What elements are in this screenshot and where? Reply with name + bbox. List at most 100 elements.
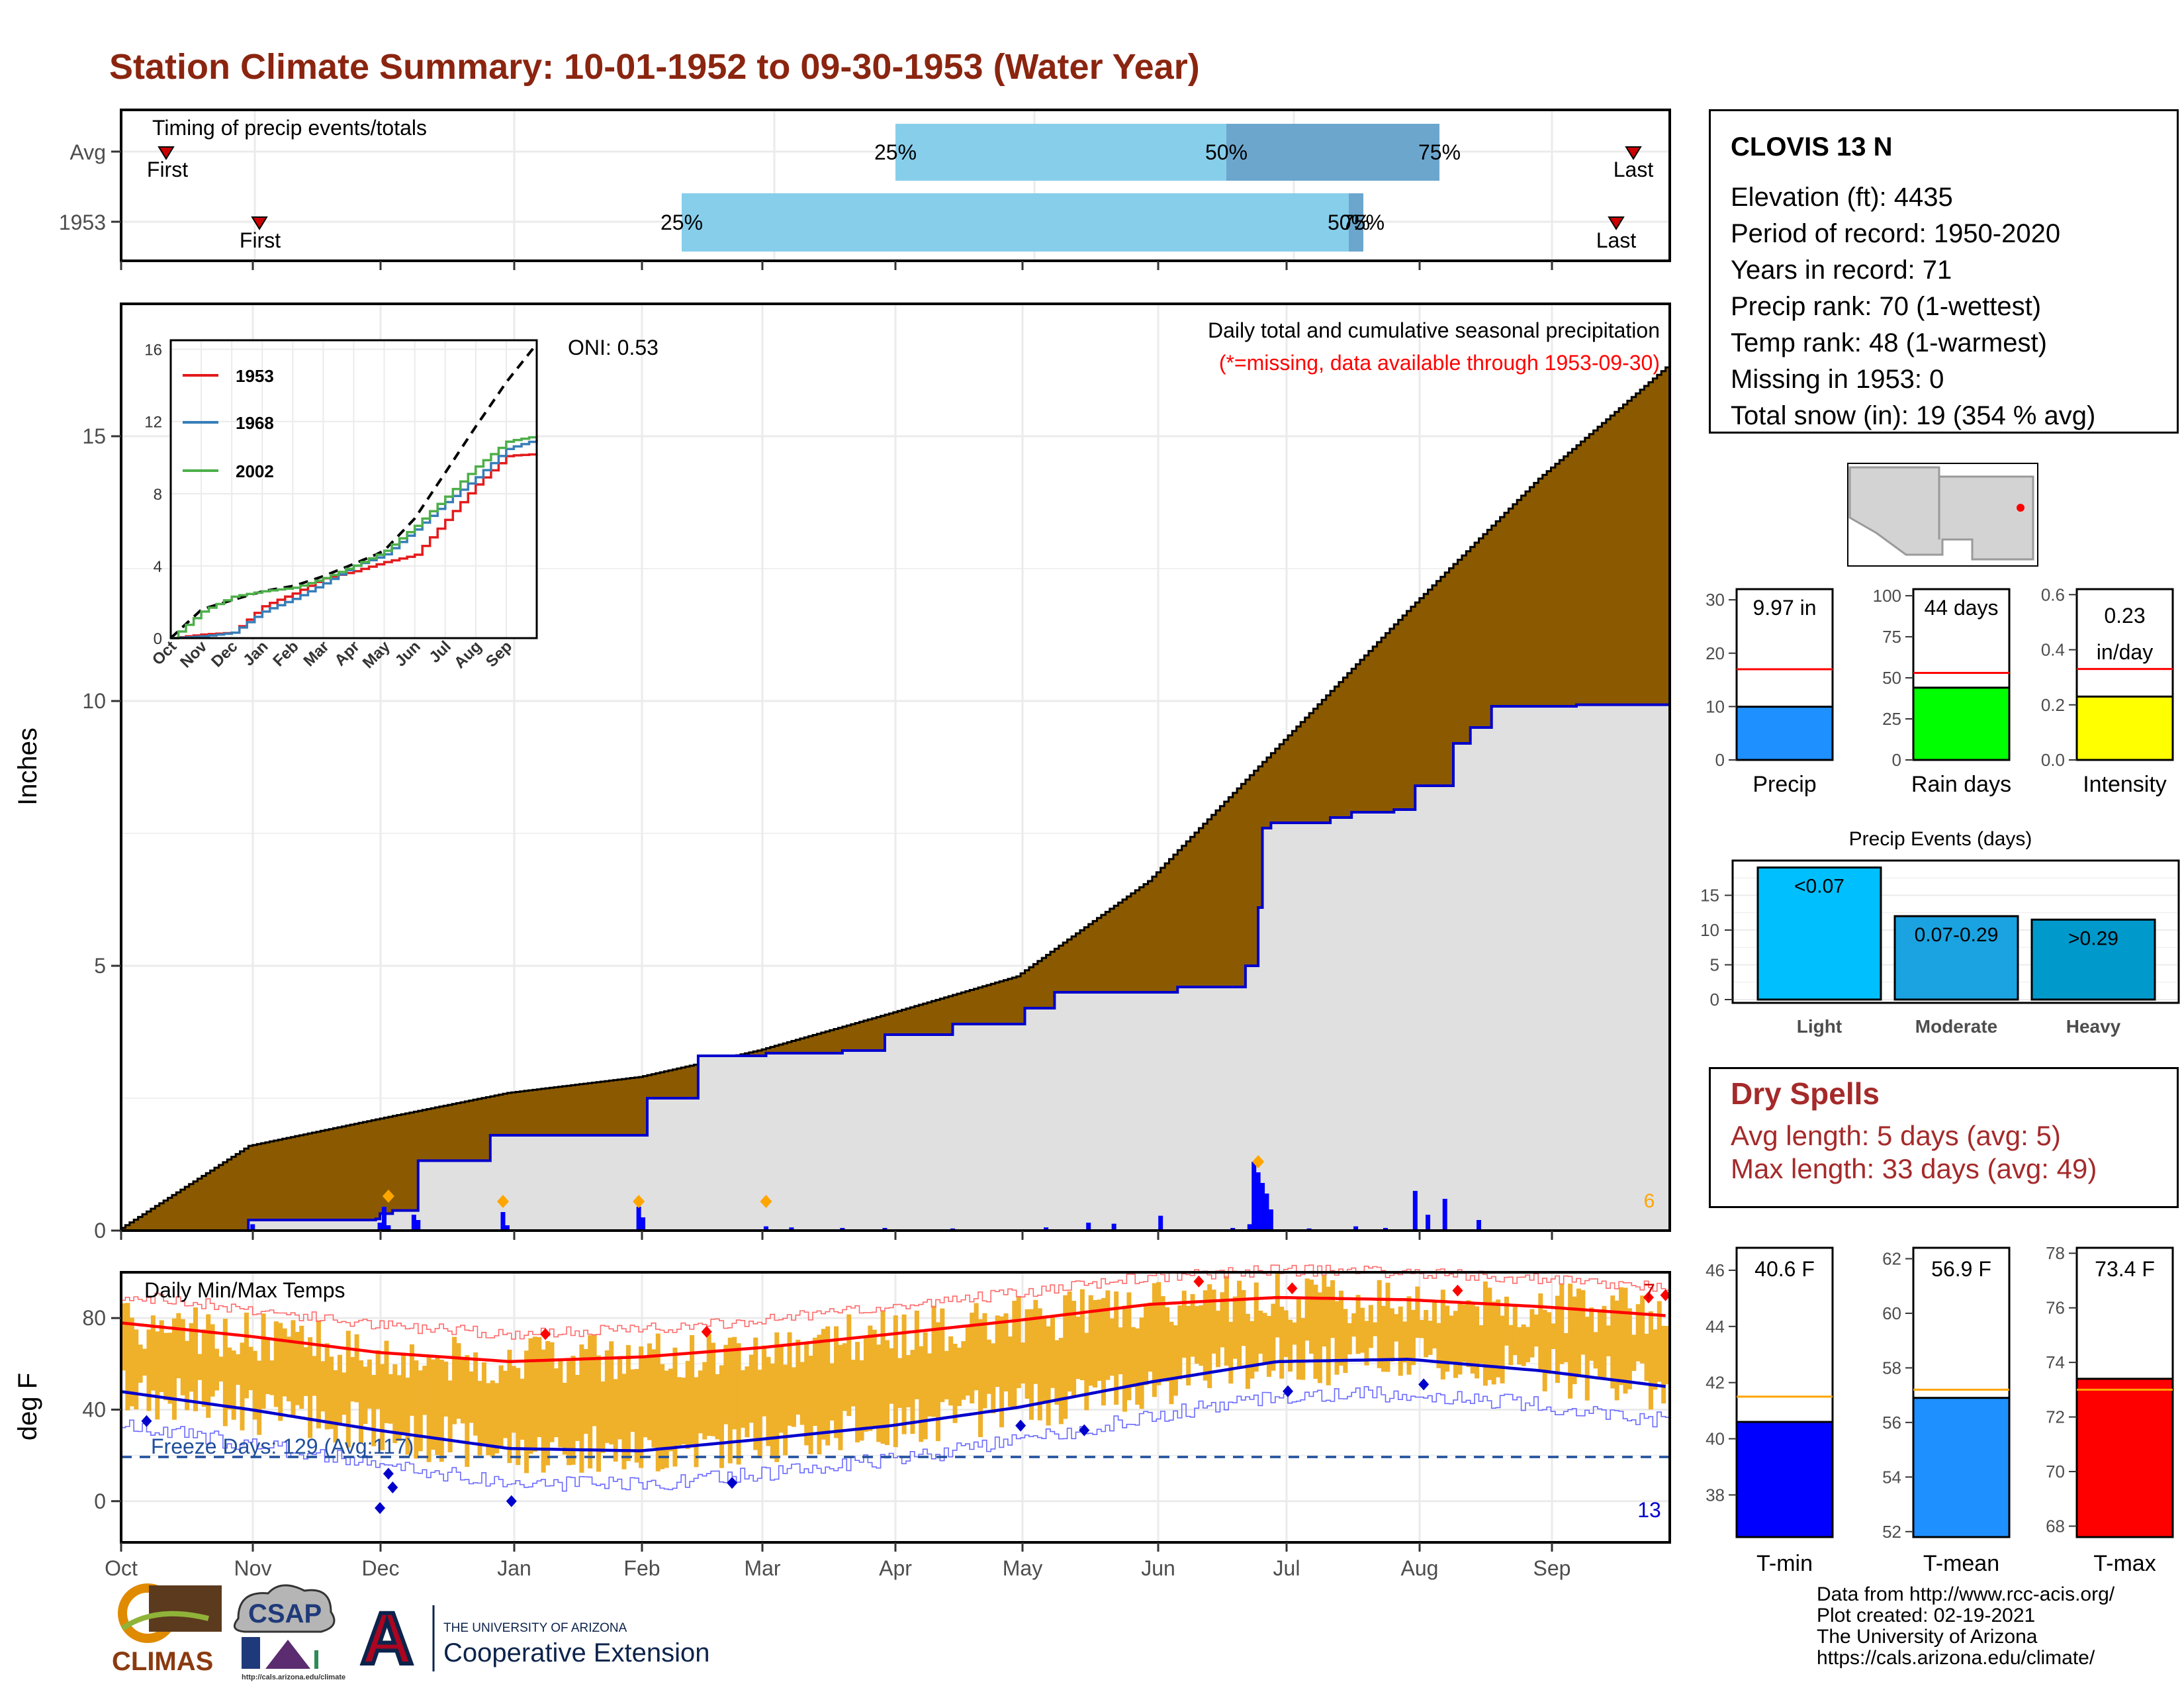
temp-bar-226 [1079,1289,1085,1381]
temp-bar-355 [1627,1308,1632,1389]
avg-last-label: Last [1614,158,1654,181]
temp-bar-342 [1572,1296,1577,1384]
daily-precip-bar-31 [1442,1199,1447,1231]
temp-bar-312 [1445,1305,1450,1372]
temp-bar-6 [146,1329,152,1411]
temps-x-tick-label-8: Jun [1141,1556,1175,1580]
temp-bar-41 [295,1332,300,1405]
daily-precip-bar-11 [789,1227,794,1231]
temp-bar-33 [261,1313,266,1409]
temp-bar-145 [736,1343,741,1465]
temp-bar-289 [1347,1323,1352,1355]
temp-bar-36 [273,1321,279,1407]
temp-bar-163 [812,1337,817,1426]
temp-bar-241 [1144,1306,1149,1385]
temp-summary-tick-label-1-2: 56 [1882,1413,1901,1432]
summary-tick-label-1-0: 0 [1892,750,1901,770]
temp-bar-19 [201,1329,206,1407]
precip-y-tick-label-2: 10 [82,689,106,713]
temps-x-tick-label-2: Dec [362,1556,400,1580]
temp-bar-243 [1152,1283,1157,1397]
avg-max-line [120,1295,1666,1363]
temp-bar-295 [1373,1322,1378,1336]
temp-bar-49 [329,1356,334,1429]
temp-bar-357 [1635,1304,1641,1362]
temp-bar-212 [1021,1342,1026,1383]
dry-spells-box: Dry Spells Avg length: 5 days (avg: 5) M… [1709,1067,2179,1208]
temp-bar-79 [456,1343,461,1419]
temp-bar-301 [1398,1306,1403,1376]
inset-y-tick-label-0: 0 [154,630,162,648]
temp-bar-273 [1279,1307,1285,1379]
precip-missing-note: (*=missing, data available through 1953-… [1219,351,1660,375]
temp-bar-354 [1623,1288,1628,1394]
daily-precip-bar-20 [1247,1224,1252,1231]
temp-bar-16 [189,1323,194,1392]
temp-bar-12 [171,1318,177,1420]
inset-legend-1968: 1968 [236,413,274,433]
temp-bar-137 [702,1362,707,1440]
temp-bar-194 [944,1350,949,1399]
temp-bar-271 [1271,1303,1276,1371]
temp-bar-31 [252,1350,257,1420]
temp-bar-77 [447,1380,453,1452]
event-bar-0 [1756,867,1882,1001]
temp-bar-352 [1614,1300,1619,1401]
temp-summary-bar-0 [1735,1421,1834,1538]
temp-bar-335 [1542,1309,1547,1391]
temp-bar-361 [1653,1329,1658,1390]
temp-bar-334 [1538,1293,1543,1372]
temp-bar-14 [180,1319,185,1395]
temp-bar-282 [1317,1292,1322,1383]
y1953-last-label: Last [1596,228,1637,252]
avg-first-label: First [147,158,188,181]
summary-tick-label-1-3: 75 [1882,627,1901,647]
temp-bar-25 [227,1347,232,1410]
daily-precip-bar-4 [411,1215,416,1231]
temp-bar-305 [1415,1286,1420,1338]
temp-bar-161 [804,1341,809,1446]
events-y-tick-label-2: 10 [1700,920,1719,940]
temp-bar-63 [388,1374,393,1424]
temp-bar-348 [1598,1311,1603,1380]
avg-25-50-bar [895,124,1226,181]
temp-summary-tick-label-1-5: 62 [1882,1248,1901,1268]
temp-bar-153 [770,1363,775,1459]
timing-label: Timing of precip events/totals [152,116,427,140]
summary-tick-label-0-0: 0 [1715,750,1725,770]
summary-bar-charts: 0 10 20 30 9.97 in Precip 0 25 50 75 100 44 days Rai… [1706,585,2174,797]
temp-bar-27 [236,1354,241,1385]
temp-bar-349 [1602,1305,1607,1380]
temp-bar-225 [1075,1317,1081,1380]
y1953-p50-label: 50% [1328,211,1370,234]
temp-record-markers [141,1275,1671,1515]
temp-bar-120 [630,1369,635,1432]
avg-50-75-bar [1226,124,1439,181]
temp-bar-67 [405,1378,410,1455]
temp-bar-58 [367,1359,372,1409]
temp-bar-258 [1216,1311,1221,1368]
temp-bar-65 [396,1375,402,1441]
temp-summary-bar-2 [2075,1378,2174,1538]
temp-bar-4 [138,1344,143,1383]
daily-precip-bar-29 [1412,1191,1418,1231]
temp-bar-235 [1118,1327,1123,1374]
temp-bar-275 [1288,1319,1293,1372]
temp-bar-29 [244,1312,249,1399]
dry-spells-avg: Avg length: 5 days (avg: 5) [1731,1120,2061,1151]
temp-bar-47 [320,1361,326,1412]
hot-record-marker-1 [701,1325,712,1338]
temp-bar-51 [337,1354,342,1426]
temp-bar-35 [269,1360,275,1395]
temp-bar-217 [1042,1318,1047,1403]
summary-tick-label-0-1: 10 [1706,696,1725,716]
temp-bar-158 [791,1367,796,1427]
temp-bar-184 [901,1314,907,1434]
cold-record-marker-6 [1015,1419,1026,1432]
temp-bar-86 [486,1383,491,1456]
daily-precip-bar-15 [1044,1227,1049,1231]
cold-record-marker-8 [1283,1385,1294,1397]
temp-bar-202 [978,1319,983,1437]
temp-bar-232 [1105,1290,1111,1380]
temp-bar-76 [443,1361,449,1417]
